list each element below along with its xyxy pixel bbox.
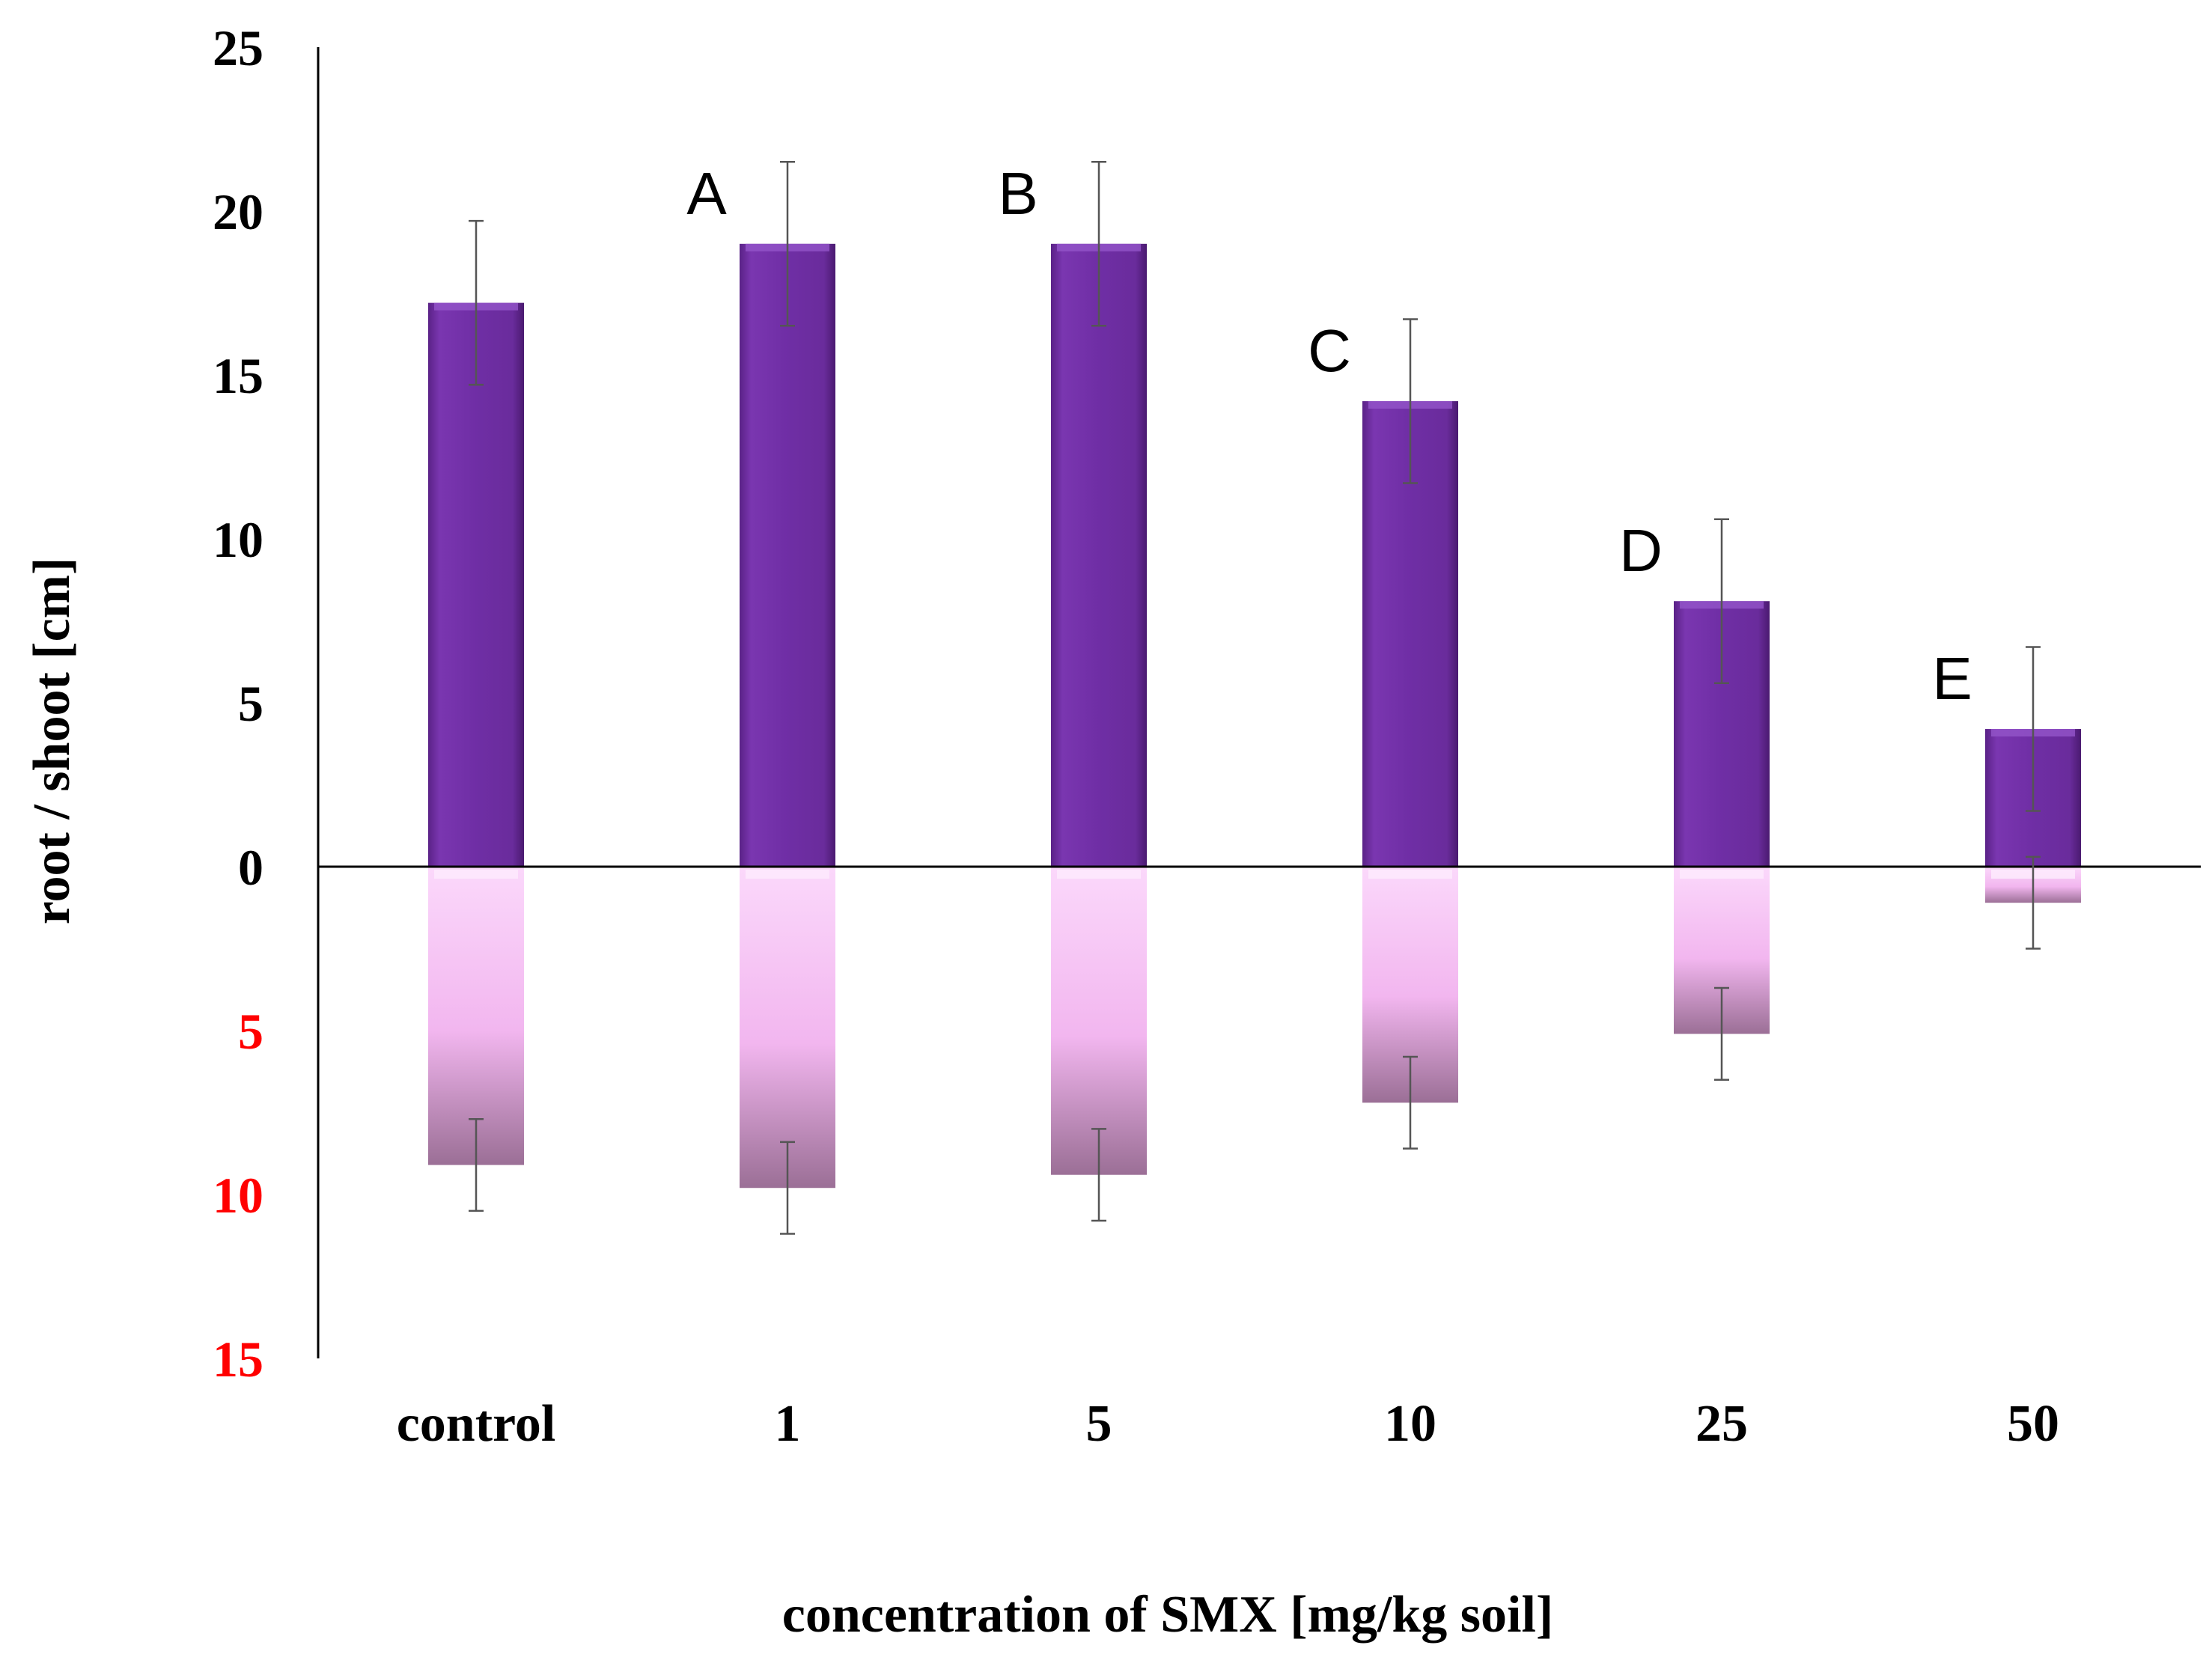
root-error-bar-5 (1091, 1128, 1106, 1222)
root-bar-5 (1051, 867, 1147, 1175)
root-bar-1 (740, 867, 835, 1189)
root-bar-bevel-control (434, 870, 518, 879)
root-bars (428, 867, 2081, 1189)
shoot-error-bar-10 (1403, 318, 1418, 484)
root-error-bar-control (469, 1118, 484, 1212)
shoot-bar-1 (740, 243, 835, 867)
x-tick-label: 25 (1695, 1395, 1748, 1453)
root-error-bar-25 (1714, 986, 1729, 1081)
root-bar-control (428, 867, 524, 1165)
significance-label: E (1932, 645, 1972, 712)
root-error-bar-50 (2026, 855, 2041, 950)
significance-labels: A B C D E (686, 160, 1972, 712)
x-tick-label: control (397, 1395, 556, 1453)
root-bar-bevel-10 (1368, 870, 1452, 879)
shoot-error-bar-50 (2026, 646, 2041, 812)
root-bar-bevel-5 (1057, 870, 1141, 879)
shoot-bar-control (428, 302, 524, 867)
y-tick-label-negative: 10 (213, 1167, 263, 1224)
y-ticks: 25 20 15 10 5 0 5 10 15 (213, 19, 263, 1388)
error-bars (469, 161, 2041, 1235)
y-tick-label-negative: 5 (238, 1003, 263, 1060)
root-bar-bevel-1 (746, 870, 829, 879)
x-tick-label: 1 (775, 1395, 801, 1453)
shoot-error-bar-25 (1714, 518, 1729, 684)
y-tick-label: 5 (238, 675, 263, 732)
shoot-error-bar-control (469, 219, 484, 386)
shoot-error-bar-5 (1091, 161, 1106, 327)
significance-label: A (686, 160, 727, 227)
shoot-bars (428, 243, 2081, 867)
y-tick-label: 20 (213, 183, 263, 240)
x-tick-label: 50 (2007, 1395, 2059, 1453)
significance-label: D (1619, 517, 1663, 584)
shoot-error-bar-1 (780, 161, 795, 327)
x-tick-label: 5 (1086, 1395, 1112, 1453)
x-ticks: control 1 5 10 25 50 (397, 1395, 2059, 1453)
axes (317, 47, 2201, 1358)
x-axis-title: concentration of SMX [mg/kg soil] (782, 1586, 1553, 1644)
shoot-bar-5 (1051, 243, 1147, 867)
y-tick-label: 25 (213, 19, 263, 76)
significance-label: B (998, 160, 1038, 227)
x-tick-label: 10 (1384, 1395, 1436, 1453)
y-tick-label: 10 (213, 511, 263, 568)
y-axis-title: root / shoot [cm] (23, 558, 81, 925)
root-bar-bevel-25 (1680, 870, 1764, 879)
significance-label: C (1308, 317, 1351, 384)
root-error-bar-1 (780, 1141, 795, 1235)
y-tick-label-negative: 15 (213, 1331, 263, 1388)
y-tick-label: 0 (238, 839, 263, 896)
root-error-bar-10 (1403, 1055, 1418, 1150)
y-tick-label: 15 (213, 347, 263, 404)
